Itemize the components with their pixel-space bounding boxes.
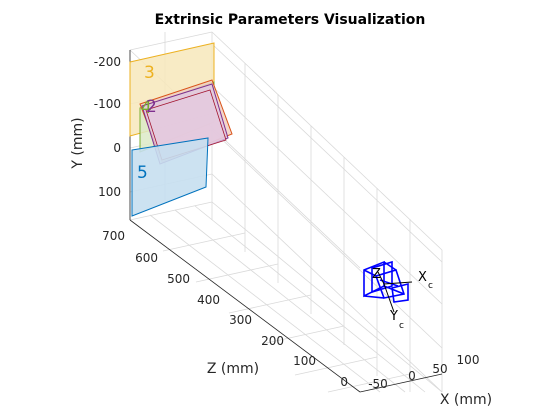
y-tick: -200 bbox=[94, 55, 121, 69]
z-tick: 300 bbox=[229, 313, 252, 327]
y-ticks: -200 -100 0 100 bbox=[94, 55, 121, 199]
chart-title: Extrinsic Parameters Visualization bbox=[155, 12, 426, 28]
x-axis-label: X (mm) bbox=[440, 392, 492, 408]
plane-labels: 3 4 2 5 bbox=[137, 63, 157, 183]
y-tick: 100 bbox=[98, 185, 121, 199]
y-tick: -100 bbox=[94, 97, 121, 111]
camera-y-label: Y bbox=[389, 309, 398, 324]
x-tick: 50 bbox=[432, 362, 447, 376]
z-tick: 400 bbox=[197, 293, 220, 307]
x-ticks: -50 0 50 100 bbox=[368, 353, 479, 391]
plane-label-5: 5 bbox=[137, 163, 148, 183]
camera-x-sub: c bbox=[428, 281, 433, 291]
z-tick: 100 bbox=[293, 354, 316, 368]
z-tick: 0 bbox=[340, 375, 348, 389]
camera-z-label: Z bbox=[372, 267, 381, 282]
camera-y-sub: c bbox=[399, 321, 404, 331]
calibration-planes bbox=[129, 42, 233, 217]
x-tick: 0 bbox=[408, 369, 416, 383]
plane-label-3: 3 bbox=[144, 63, 155, 83]
z-tick: 200 bbox=[261, 334, 284, 348]
y-axis-label: Y (mm) bbox=[70, 117, 86, 169]
plane-label-4: 4 bbox=[141, 98, 152, 118]
z-tick: 500 bbox=[167, 272, 190, 286]
camera-axes bbox=[377, 271, 413, 313]
camera-x-label: X bbox=[418, 270, 427, 285]
z-tick: 600 bbox=[135, 251, 158, 265]
camera-icon bbox=[363, 260, 409, 303]
z-tick: 700 bbox=[102, 229, 125, 243]
z-axis-label: Z (mm) bbox=[207, 361, 259, 377]
y-tick: 0 bbox=[113, 141, 121, 155]
x-tick: 100 bbox=[457, 353, 480, 367]
plane-1 bbox=[131, 137, 209, 217]
x-tick: -50 bbox=[368, 377, 388, 391]
plane-label-2: 2 bbox=[146, 97, 157, 117]
z-ticks: 700 600 500 400 300 200 100 0 bbox=[102, 229, 348, 389]
